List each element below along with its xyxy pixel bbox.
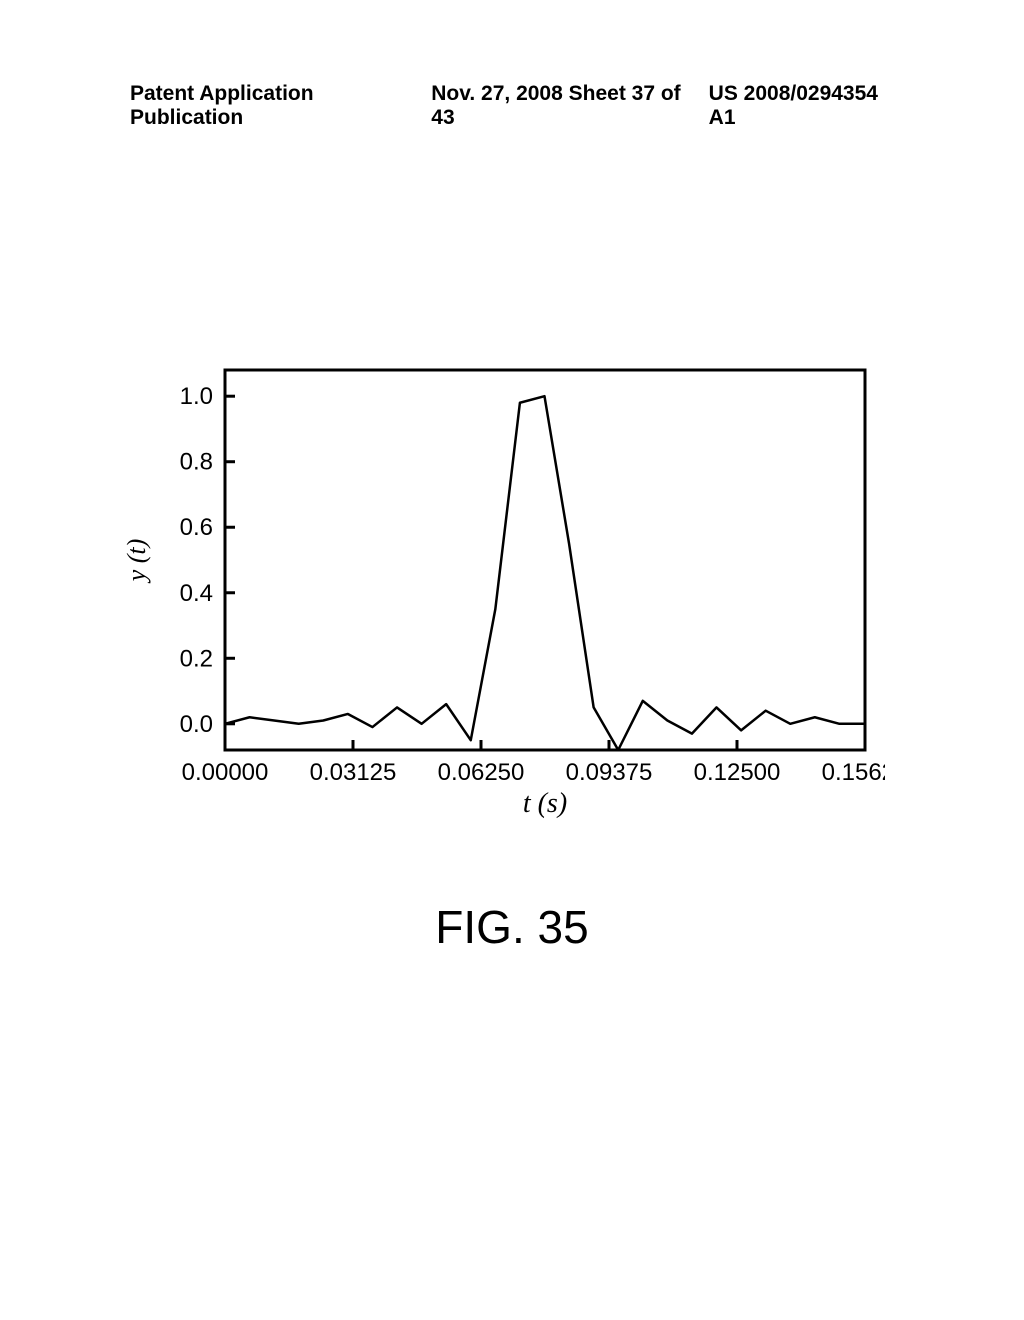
- svg-text:y (t): y (t): [122, 539, 151, 585]
- svg-text:0.4: 0.4: [180, 580, 213, 607]
- svg-text:0.6: 0.6: [180, 514, 213, 541]
- svg-text:0.06250: 0.06250: [438, 759, 525, 786]
- header-left: Patent Application Publication: [130, 82, 431, 130]
- svg-text:0.8: 0.8: [180, 449, 213, 476]
- header-right: US 2008/0294354 A1: [709, 82, 909, 130]
- svg-text:1.0: 1.0: [180, 383, 213, 410]
- svg-text:0.09375: 0.09375: [566, 759, 653, 786]
- svg-text:0.12500: 0.12500: [694, 759, 781, 786]
- line-chart: 0.0 0.2 0.4 0.6 0.8 1.0 0.00000 0.03125 0.06250 0…: [115, 360, 885, 830]
- chart-container: 0.0 0.2 0.4 0.6 0.8 1.0 0.00000 0.03125 0.06250 0…: [115, 360, 885, 830]
- svg-text:0.15625: 0.15625: [822, 759, 885, 786]
- header-center: Nov. 27, 2008 Sheet 37 of 43: [431, 82, 708, 130]
- page-header: Patent Application Publication Nov. 27, …: [0, 82, 1024, 130]
- svg-text:t (s): t (s): [523, 788, 567, 819]
- svg-text:0.2: 0.2: [180, 645, 213, 672]
- svg-text:0.03125: 0.03125: [310, 759, 397, 786]
- figure-caption: FIG. 35: [0, 900, 1024, 954]
- svg-text:0.0: 0.0: [180, 711, 213, 738]
- svg-text:0.00000: 0.00000: [182, 759, 269, 786]
